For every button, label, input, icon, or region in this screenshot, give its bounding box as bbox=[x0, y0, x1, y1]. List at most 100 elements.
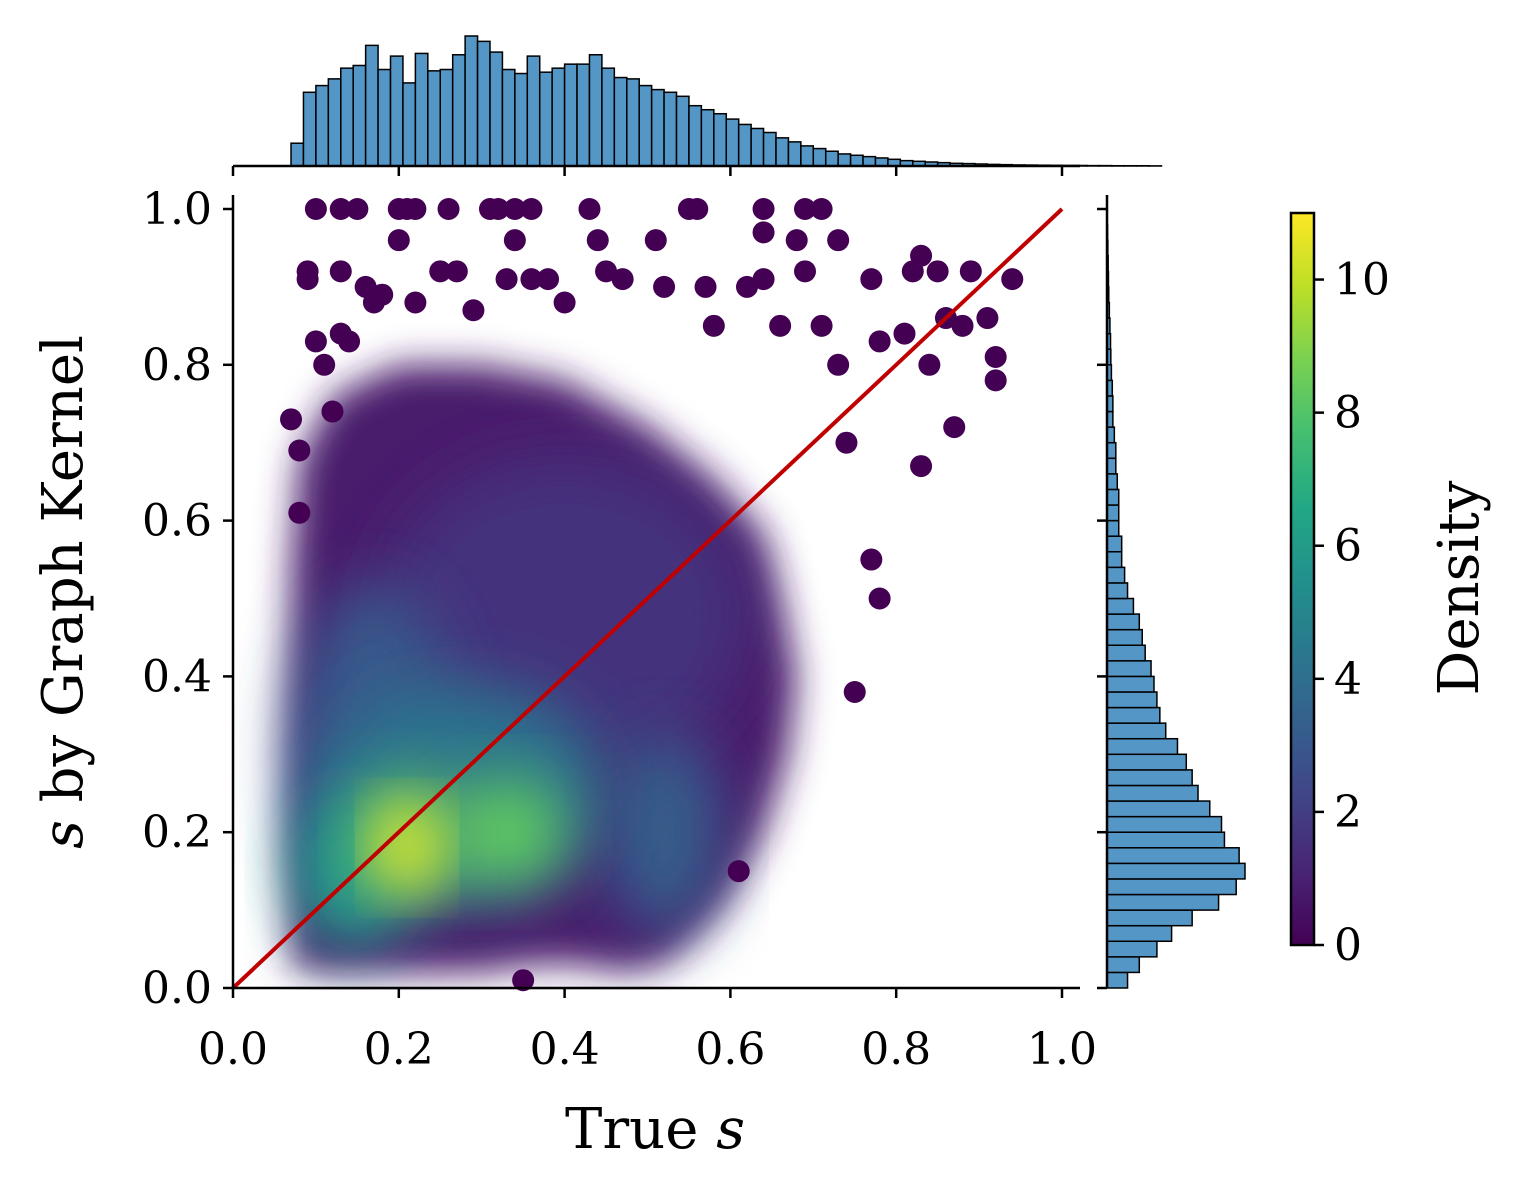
y-hist-bar bbox=[1106, 519, 1120, 537]
main-axes: 0.0 0.2 0.4 0.6 0.8 1.0 0.0 0.2 0.4 0.6 0.8 1.0 bbox=[142, 184, 1097, 1075]
x-tick-label: 0.8 bbox=[861, 1024, 931, 1075]
scatter-point bbox=[404, 198, 427, 220]
scatter-point bbox=[537, 268, 560, 291]
scatter-point bbox=[296, 268, 319, 291]
scatter-point bbox=[578, 198, 601, 220]
y-hist-bar bbox=[1106, 815, 1223, 833]
x-tick-label: 0.4 bbox=[530, 1024, 600, 1075]
y-hist-bar bbox=[1106, 628, 1143, 646]
scatter-point bbox=[495, 268, 518, 291]
x-hist-bar bbox=[576, 63, 591, 167]
y-hist-bar bbox=[1106, 800, 1211, 818]
y-tick-label: 0.4 bbox=[142, 651, 212, 702]
colorbar-ticks: 0 2 4 6 8 10 bbox=[1314, 255, 1390, 971]
x-hist-bar bbox=[824, 150, 839, 167]
x-axis-title-text: True bbox=[565, 1097, 716, 1162]
x-hist-bar bbox=[476, 40, 491, 167]
x-hist-bar bbox=[762, 131, 777, 167]
x-hist-bar bbox=[414, 52, 429, 167]
y-hist-bar bbox=[1106, 847, 1240, 865]
scatter-point bbox=[553, 291, 576, 314]
y-tick-label: 1.0 bbox=[142, 184, 212, 235]
scatter-point bbox=[404, 291, 427, 314]
x-hist-bar bbox=[526, 55, 541, 167]
scatter-point bbox=[810, 314, 833, 337]
y-hist-bar bbox=[1106, 675, 1155, 693]
x-hist-bar bbox=[302, 91, 317, 167]
scatter-point bbox=[910, 244, 933, 267]
y-tick-label: 0.0 bbox=[142, 963, 212, 1014]
colorbar-tick-label: 0 bbox=[1334, 920, 1362, 971]
x-hist-bar bbox=[725, 118, 740, 167]
x-axis-title: True s bbox=[565, 1097, 745, 1162]
scatter-point bbox=[785, 229, 808, 252]
colorbar-tick-label: 8 bbox=[1334, 388, 1362, 439]
x-hist-bar bbox=[501, 68, 516, 167]
colorbar-tick-label: 4 bbox=[1334, 654, 1362, 705]
density-blob-7 bbox=[378, 808, 437, 887]
y-hist-bar bbox=[1106, 971, 1129, 989]
x-hist-bar bbox=[538, 71, 553, 167]
y-hist-bar bbox=[1106, 691, 1158, 709]
marginal-y-histogram bbox=[1097, 195, 1246, 990]
y-hist-bar bbox=[1106, 457, 1117, 475]
y-hist-bar bbox=[1106, 940, 1158, 958]
scatter-point bbox=[959, 260, 982, 283]
colorbar-tick-label: 2 bbox=[1334, 787, 1362, 838]
scatter-point bbox=[918, 353, 941, 376]
scatter-point bbox=[1001, 268, 1024, 291]
density-point-cloud bbox=[291, 364, 797, 973]
scatter-point bbox=[835, 431, 858, 454]
x-hist-bar bbox=[713, 112, 728, 167]
y-hist-bar bbox=[1106, 956, 1141, 974]
colorbar-gradient bbox=[1289, 211, 1316, 947]
scatter-point bbox=[321, 400, 344, 423]
scatter-point bbox=[644, 229, 667, 252]
y-hist-bar bbox=[1106, 566, 1126, 584]
scatter-point bbox=[512, 969, 535, 992]
scatter-point bbox=[304, 330, 327, 353]
scatter-point bbox=[329, 198, 352, 220]
scatter-point bbox=[943, 416, 966, 439]
colorbar-tick-label: 10 bbox=[1334, 255, 1390, 306]
x-hist-bar bbox=[737, 123, 752, 167]
scatter-point bbox=[280, 408, 303, 431]
x-hist-bar bbox=[663, 91, 678, 167]
scatter-point bbox=[843, 680, 866, 703]
x-hist-bar bbox=[340, 67, 354, 167]
scatter-point bbox=[362, 291, 385, 314]
x-hist-bar bbox=[315, 84, 330, 167]
density-blob-5 bbox=[448, 777, 565, 887]
scatter-point bbox=[288, 501, 311, 524]
scatter-point bbox=[893, 322, 916, 345]
x-hist-bar bbox=[787, 141, 802, 167]
y-axis-title-var: s bbox=[31, 820, 96, 849]
scatter-point bbox=[984, 369, 1007, 392]
scatter-point bbox=[503, 198, 526, 220]
y-hist-bar bbox=[1106, 878, 1237, 896]
x-hist-bar bbox=[800, 145, 815, 167]
x-hist-bar bbox=[377, 68, 392, 167]
x-hist-bar bbox=[327, 78, 342, 167]
x-hist-bar bbox=[451, 54, 466, 167]
x-hist-bar bbox=[464, 35, 479, 167]
scatter-point bbox=[984, 346, 1007, 369]
scatter-point bbox=[860, 268, 883, 291]
y-hist-bar bbox=[1106, 706, 1161, 724]
scatter-point bbox=[387, 229, 410, 252]
scatter-point bbox=[586, 229, 609, 252]
x-hist-bar bbox=[613, 76, 628, 167]
y-hist-bar bbox=[1106, 831, 1226, 849]
x-hist-bar bbox=[427, 70, 442, 167]
scatter-point bbox=[868, 330, 891, 353]
scatter-point bbox=[794, 260, 817, 283]
scatter-point bbox=[338, 330, 361, 353]
scatter-point bbox=[611, 268, 634, 291]
scatter-point bbox=[951, 314, 974, 337]
main-scatter-plot: 0.0 0.2 0.4 0.6 0.8 1.0 0.0 0.2 0.4 0.6 0.8 1.0 bbox=[142, 184, 1097, 1075]
y-hist-bar bbox=[1106, 597, 1135, 615]
y-hist-bar bbox=[1106, 473, 1119, 491]
x-hist-bar bbox=[352, 64, 367, 167]
y-hist-bar bbox=[1106, 737, 1179, 756]
